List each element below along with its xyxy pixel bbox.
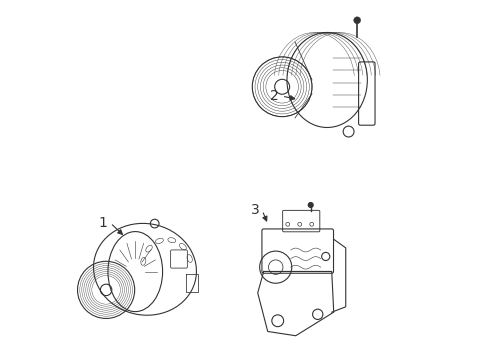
Circle shape [354, 17, 361, 24]
Text: 1: 1 [98, 216, 107, 230]
Circle shape [308, 203, 313, 207]
Text: 2: 2 [270, 89, 279, 103]
Text: 3: 3 [250, 203, 259, 217]
